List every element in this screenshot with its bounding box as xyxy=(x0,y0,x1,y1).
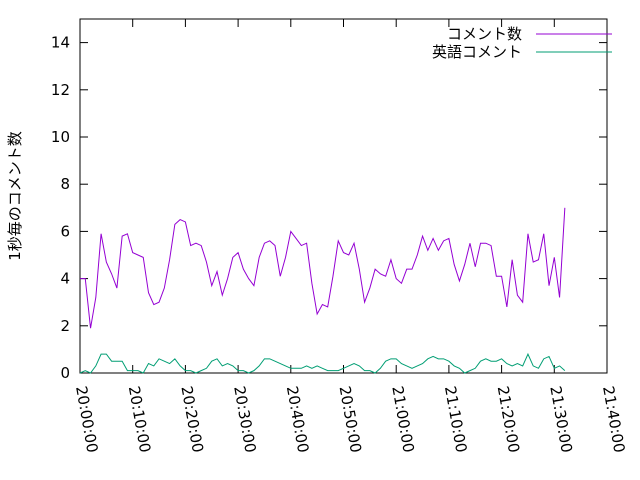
y-tick-label: 10 xyxy=(51,128,70,146)
plot-frame xyxy=(79,18,608,374)
x-tick-label: 21:40:00 xyxy=(599,385,628,454)
x-tick-label: 20:20:00 xyxy=(177,385,206,454)
legend-label: コメント数 xyxy=(447,25,522,43)
y-tick-label: 4 xyxy=(60,270,70,288)
x-tick-label: 21:20:00 xyxy=(494,385,523,454)
x-tick-label: 21:10:00 xyxy=(441,385,470,454)
series-line xyxy=(80,207,566,329)
x-tick-label: 20:30:00 xyxy=(230,385,259,454)
series-line xyxy=(79,352,566,374)
y-tick-label: 12 xyxy=(51,81,70,99)
x-tick-label: 20:50:00 xyxy=(336,385,365,454)
y-tick-label: 6 xyxy=(60,222,70,240)
y-tick-label: 2 xyxy=(60,317,70,335)
x-tick-label: 21:30:00 xyxy=(546,385,575,454)
y-tick-label: 14 xyxy=(51,34,70,52)
y-axis-label: 1秒毎のコメント数 xyxy=(6,131,24,261)
x-tick-label: 21:00:00 xyxy=(388,385,417,454)
x-tick-label: 20:40:00 xyxy=(283,385,312,454)
x-tick-label: 20:10:00 xyxy=(125,385,154,454)
y-tick-label: 0 xyxy=(60,364,70,382)
x-tick-label: 20:00:00 xyxy=(72,385,101,454)
legend-label: 英語コメント xyxy=(432,43,522,61)
y-tick-label: 8 xyxy=(60,175,70,193)
